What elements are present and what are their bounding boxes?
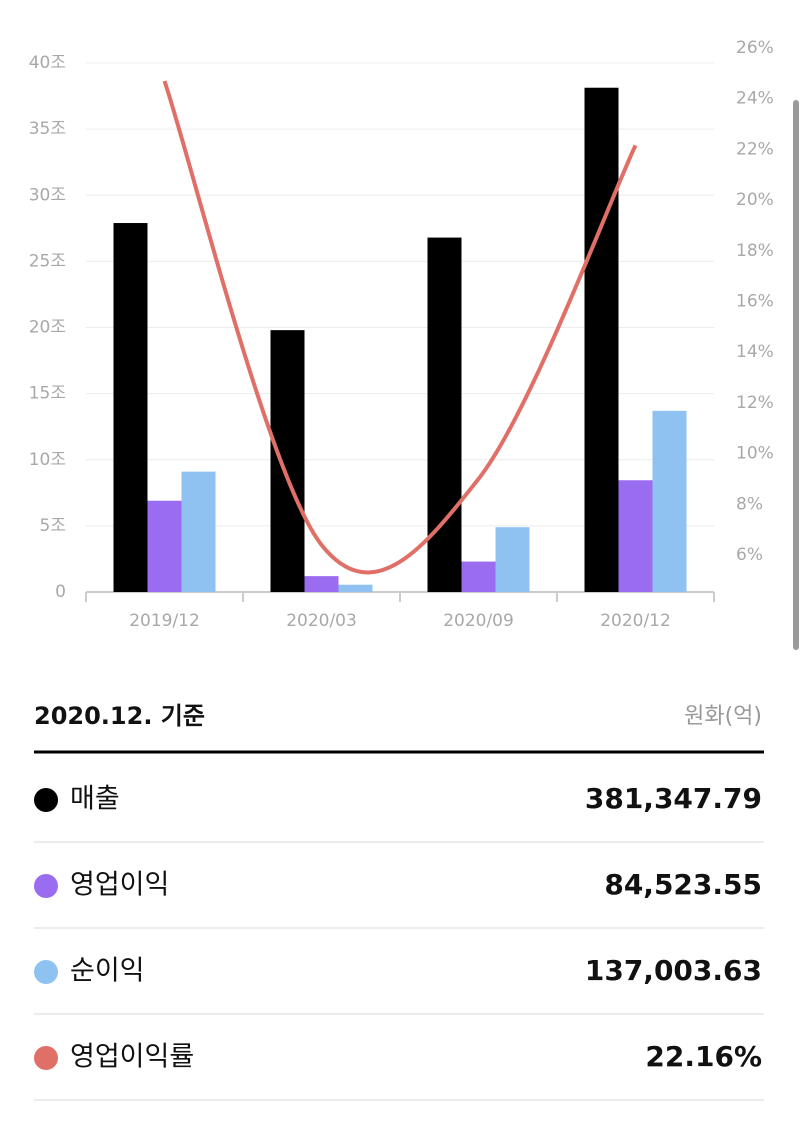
bar <box>113 223 148 592</box>
bar <box>618 480 653 592</box>
x-tick-label: 2019/12 <box>129 611 200 631</box>
y2-tick-label: 24% <box>736 89 774 109</box>
legend-dot <box>34 1046 58 1070</box>
summary-unit: 원화(억) <box>684 704 762 729</box>
y-tick-label: 20조 <box>29 318 66 338</box>
y2-tick-label: 26% <box>736 38 774 58</box>
y-tick-label: 30조 <box>29 185 66 205</box>
scrollbar <box>793 100 799 650</box>
y2-tick-label: 10% <box>736 444 774 464</box>
y2-tick-label: 16% <box>736 291 774 311</box>
y-tick-label: 40조 <box>29 53 66 73</box>
y-tick-label: 5조 <box>40 516 66 536</box>
legend-name: 매출 <box>70 784 120 815</box>
y2-tick-label: 22% <box>736 139 774 159</box>
bar <box>304 576 339 592</box>
x-tick-label: 2020/03 <box>286 611 357 631</box>
summary-title: 2020.12. 기준 <box>34 702 205 730</box>
row-value: 22.16% <box>645 1040 762 1073</box>
y2-tick-label: 6% <box>736 545 763 565</box>
row-value: 84,523.55 <box>604 868 762 901</box>
y2-tick-label: 20% <box>736 190 774 210</box>
row-value: 137,003.63 <box>585 954 762 987</box>
bar <box>270 330 305 592</box>
bar <box>461 561 496 592</box>
row-value: 381,347.79 <box>585 782 762 815</box>
y-tick-label: 0 <box>55 582 66 602</box>
legend-dot <box>34 960 58 984</box>
bar <box>495 527 530 592</box>
y-tick-label: 15조 <box>29 384 66 404</box>
x-tick-label: 2020/12 <box>600 611 671 631</box>
bar <box>147 500 182 592</box>
legend-name: 순이익 <box>70 956 145 987</box>
x-tick-label: 2020/09 <box>443 611 514 631</box>
y-tick-label: 10조 <box>29 450 66 470</box>
y-tick-label: 25조 <box>29 251 66 271</box>
bar <box>652 410 687 592</box>
y-tick-label: 35조 <box>29 119 66 139</box>
legend-name: 영업이익 <box>70 870 169 901</box>
legend-dot <box>34 874 58 898</box>
bar <box>181 471 216 592</box>
bar <box>427 237 462 592</box>
y2-tick-label: 18% <box>736 241 774 261</box>
y2-tick-label: 12% <box>736 393 774 413</box>
y2-tick-label: 8% <box>736 494 763 514</box>
legend-dot <box>34 788 58 812</box>
line <box>162 80 638 575</box>
bar <box>584 87 619 593</box>
bar <box>338 584 373 592</box>
legend-name: 영업이익률 <box>70 1042 194 1073</box>
y2-tick-label: 14% <box>736 342 774 362</box>
